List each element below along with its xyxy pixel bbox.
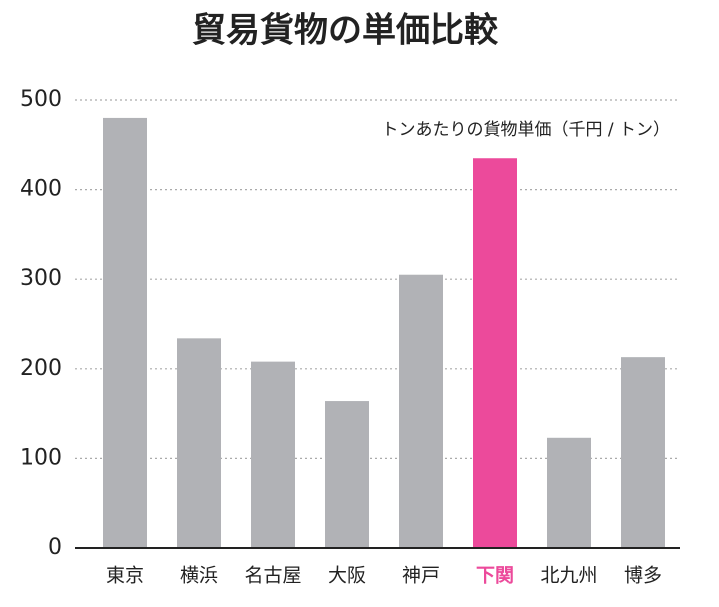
bar [103, 117, 147, 549]
bar [473, 158, 517, 549]
y-tick-label: 500 [20, 87, 62, 112]
y-tick-label: 100 [20, 445, 62, 470]
bar [399, 274, 443, 548]
bar [325, 401, 369, 548]
bar [177, 338, 221, 548]
x-tick-label: 下関 [476, 565, 514, 587]
x-tick-label: 大阪 [328, 565, 366, 587]
chart-title: 貿易貨物の単価比較 [192, 11, 499, 51]
x-tick-label: 横浜 [180, 565, 218, 587]
bar [547, 437, 591, 548]
y-tick-label: 0 [48, 535, 62, 560]
x-tick-label: 神戸 [402, 565, 440, 587]
x-tick-label: 北九州 [540, 565, 597, 587]
y-tick-label: 400 [20, 177, 62, 202]
y-tick-label: 300 [20, 266, 62, 291]
x-tick-label: 名古屋 [244, 565, 301, 587]
bar [251, 361, 295, 548]
y-tick-label: 200 [20, 356, 62, 381]
x-tick-label: 博多 [624, 565, 662, 587]
annotation: トンあたりの貨物単価（千円 / トン） [381, 120, 670, 140]
bar [621, 357, 665, 548]
x-tick-label: 東京 [106, 565, 144, 587]
